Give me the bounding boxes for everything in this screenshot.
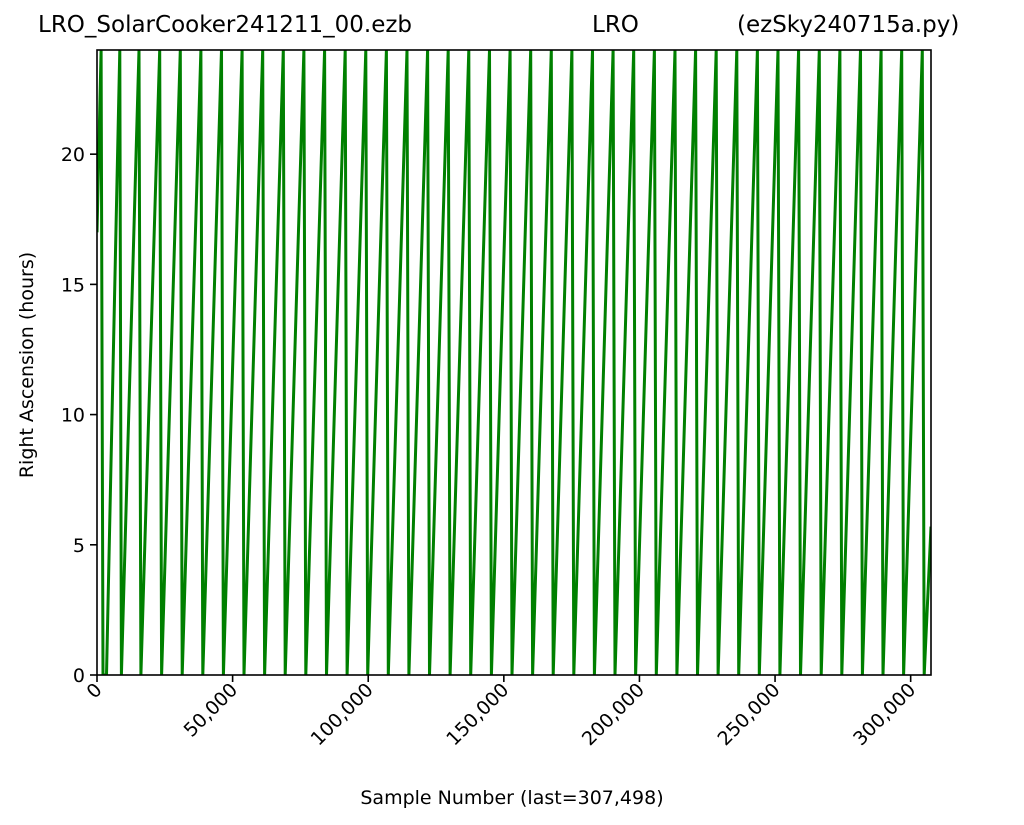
y-tick-label: 10 xyxy=(61,405,85,427)
plot-area xyxy=(97,50,931,675)
chart-title-filename: LRO_SolarCooker241211_00.ezb xyxy=(38,12,413,38)
x-tick-label: 150,000 xyxy=(442,679,513,750)
x-axis-label: Sample Number (last=307,498) xyxy=(360,787,663,809)
y-tick-label: 0 xyxy=(73,665,85,687)
series-line-0 xyxy=(97,50,931,675)
y-axis-label: Right Ascension (hours) xyxy=(16,252,38,478)
x-axis: 0 50,000 100,000 150,000 200,000 250,000 300,0… xyxy=(82,675,920,750)
y-tick-label: 15 xyxy=(61,274,85,296)
x-tick-label: 50,000 xyxy=(180,679,243,742)
x-tick-label: 100,000 xyxy=(307,679,378,750)
x-tick-label: 0 xyxy=(82,679,106,703)
axes-frame xyxy=(96,49,932,676)
chart-title-site: LRO xyxy=(592,12,639,38)
x-tick-label: 250,000 xyxy=(713,679,784,750)
axes-border xyxy=(96,49,932,676)
y-tick-label: 5 xyxy=(73,535,85,557)
x-tick-label: 300,000 xyxy=(849,679,920,750)
chart-title-program: (ezSky240715a.py) xyxy=(737,12,960,38)
y-tick-label: 20 xyxy=(61,144,85,166)
y-axis: 0 5 10 15 20 xyxy=(61,144,97,687)
x-tick-label: 200,000 xyxy=(578,679,649,750)
